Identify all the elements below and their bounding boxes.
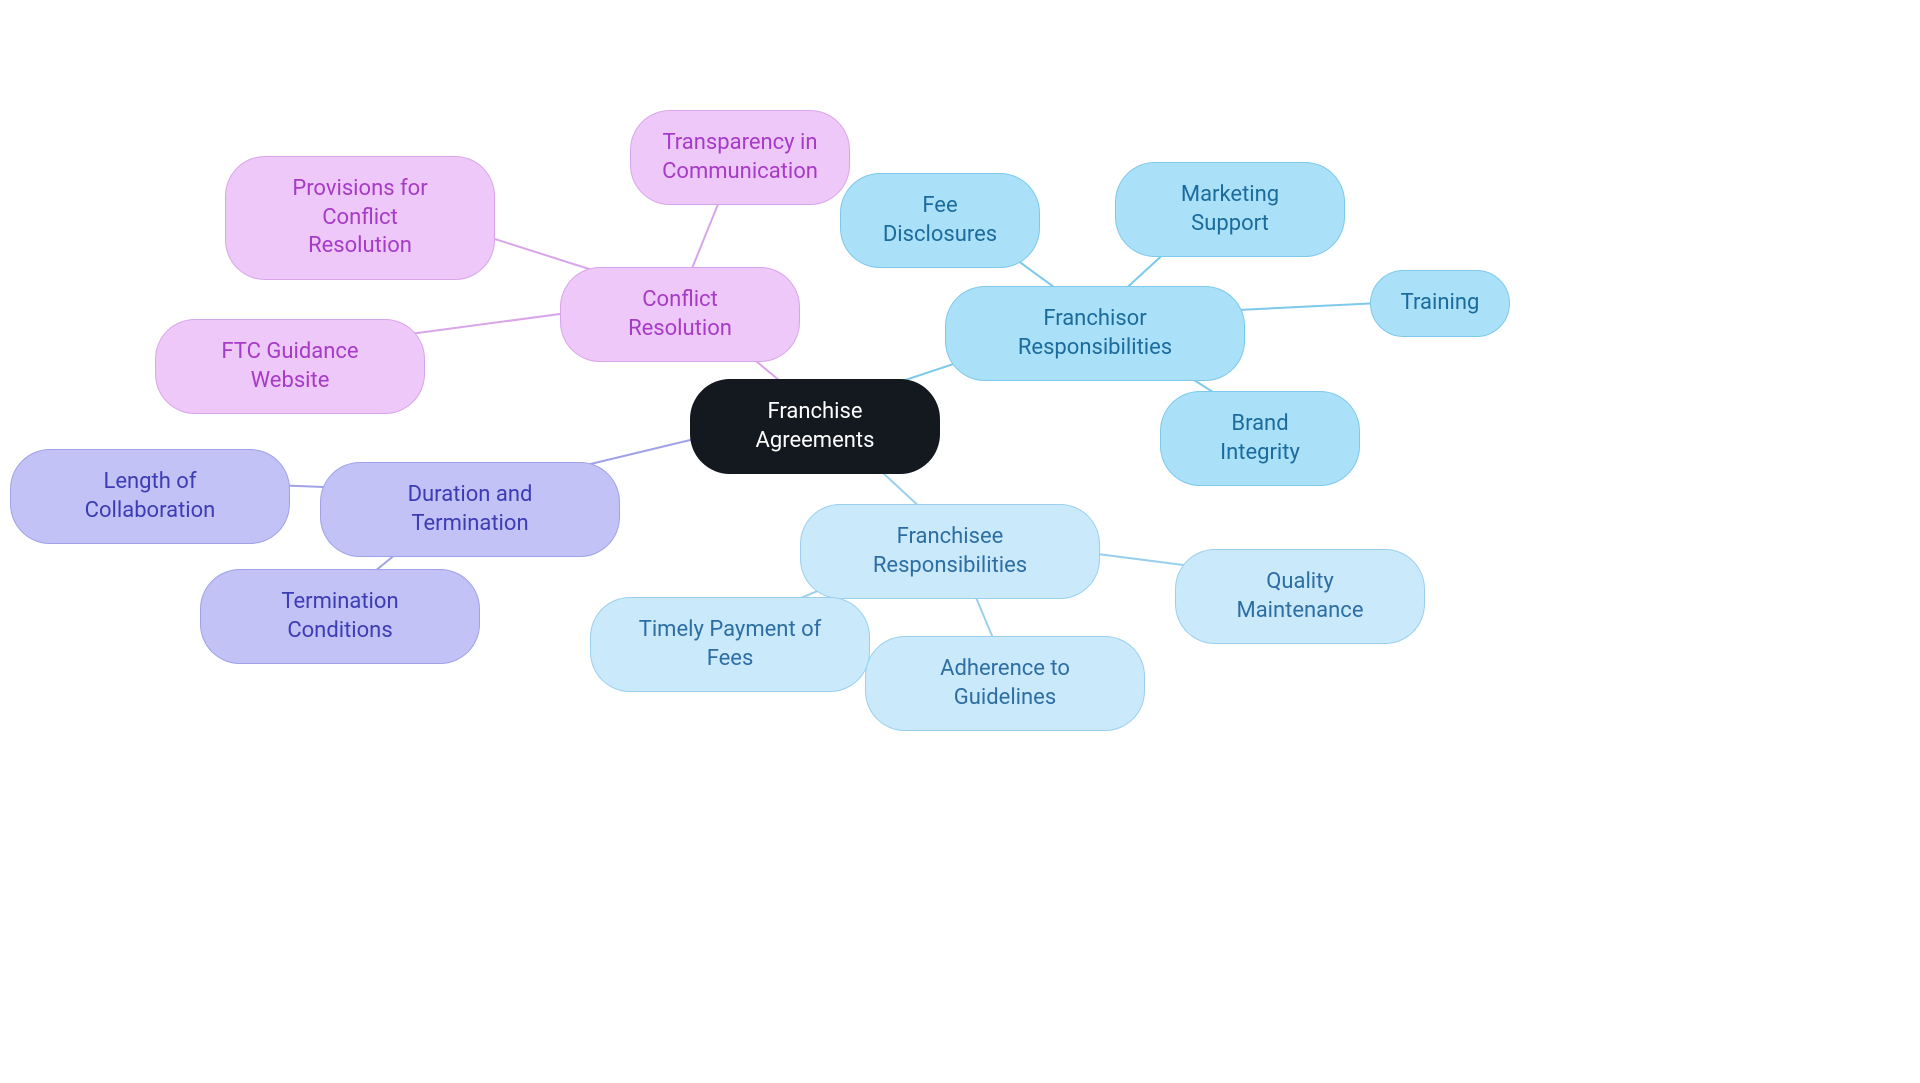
mindmap-node-franchisor: Franchisor Responsibilities: [945, 286, 1245, 381]
mindmap-node-brand_integ: Brand Integrity: [1160, 391, 1360, 486]
node-label: Fee Disclosures: [873, 192, 1007, 249]
node-label: Timely Payment of Fees: [623, 616, 837, 673]
mindmap-node-marketing: Marketing Support: [1115, 162, 1345, 257]
node-label: Marketing Support: [1148, 181, 1312, 238]
node-label: Training: [1401, 289, 1480, 318]
node-label: Termination Conditions: [233, 588, 447, 645]
mindmap-node-fee_discl: Fee Disclosures: [840, 173, 1040, 268]
node-label: FTC Guidance Website: [188, 338, 392, 395]
node-label: Franchise Agreements: [723, 398, 907, 455]
mindmap-node-length: Length of Collaboration: [10, 449, 290, 544]
mindmap-node-quality: Quality Maintenance: [1175, 549, 1425, 644]
mindmap-node-training: Training: [1370, 270, 1510, 337]
mindmap-node-transparency: Transparency in Communication: [630, 110, 850, 205]
mindmap-node-ftc: FTC Guidance Website: [155, 319, 425, 414]
node-label: Transparency in Communication: [662, 129, 818, 186]
node-label: Adherence to Guidelines: [898, 655, 1112, 712]
node-label: Brand Integrity: [1193, 410, 1327, 467]
node-label: Franchisee Responsibilities: [833, 523, 1067, 580]
node-label: Provisions for Conflict Resolution: [258, 175, 462, 261]
mindmap-node-timely: Timely Payment of Fees: [590, 597, 870, 692]
node-label: Length of Collaboration: [43, 468, 257, 525]
mindmap-node-franchisee: Franchisee Responsibilities: [800, 504, 1100, 599]
node-label: Quality Maintenance: [1208, 568, 1392, 625]
mindmap-node-conflict: Conflict Resolution: [560, 267, 800, 362]
mindmap-node-term_cond: Termination Conditions: [200, 569, 480, 664]
mindmap-node-provisions: Provisions for Conflict Resolution: [225, 156, 495, 280]
node-label: Franchisor Responsibilities: [978, 305, 1212, 362]
mindmap-node-adherence: Adherence to Guidelines: [865, 636, 1145, 731]
node-label: Conflict Resolution: [593, 286, 767, 343]
node-label: Duration and Termination: [353, 481, 587, 538]
mindmap-node-root: Franchise Agreements: [690, 379, 940, 474]
mindmap-node-duration: Duration and Termination: [320, 462, 620, 557]
